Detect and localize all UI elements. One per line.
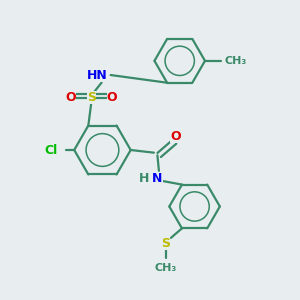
Text: O: O: [107, 91, 117, 104]
Text: O: O: [65, 91, 76, 104]
Text: Cl: Cl: [45, 143, 58, 157]
Text: S: S: [87, 91, 96, 104]
Text: S: S: [161, 237, 170, 250]
Text: N: N: [152, 172, 163, 185]
Text: HN: HN: [87, 68, 108, 82]
Text: CH₃: CH₃: [224, 56, 247, 66]
Text: CH₃: CH₃: [154, 262, 177, 272]
Text: O: O: [170, 130, 181, 143]
Text: H: H: [139, 172, 149, 185]
